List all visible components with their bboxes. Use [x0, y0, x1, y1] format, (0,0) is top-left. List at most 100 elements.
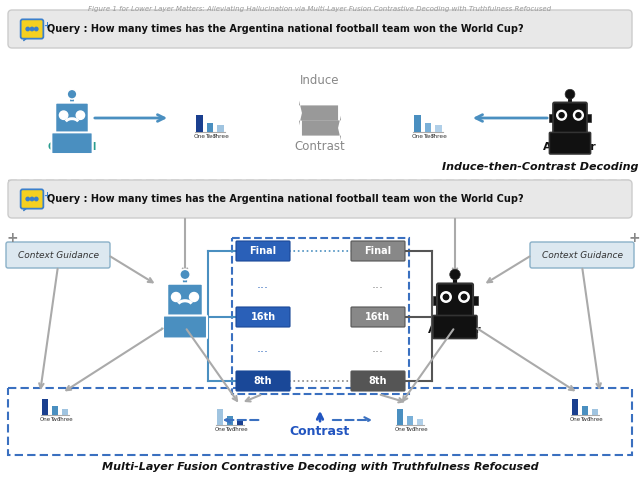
FancyBboxPatch shape — [433, 315, 477, 338]
Text: Query : How many times has the Argentina national football team won the World Cu: Query : How many times has the Argentina… — [47, 194, 524, 204]
Text: One: One — [412, 134, 424, 139]
Bar — [433, 296, 438, 305]
Text: Amateur: Amateur — [428, 325, 482, 335]
Text: +: + — [628, 231, 639, 245]
Circle shape — [557, 110, 566, 120]
Bar — [407, 416, 413, 425]
Text: Three: Three — [212, 134, 229, 139]
FancyBboxPatch shape — [351, 241, 405, 261]
FancyBboxPatch shape — [437, 284, 473, 316]
Text: +: + — [43, 190, 50, 199]
Circle shape — [450, 269, 460, 280]
Text: Two: Two — [225, 427, 235, 432]
FancyBboxPatch shape — [6, 242, 110, 268]
Bar — [472, 296, 477, 305]
Text: Two: Two — [205, 134, 216, 139]
Text: +: + — [43, 20, 50, 29]
Bar — [586, 114, 591, 122]
Circle shape — [559, 113, 564, 118]
Circle shape — [60, 111, 68, 120]
Text: Induce-then-Contrast Decoding: Induce-then-Contrast Decoding — [442, 162, 638, 172]
Bar — [435, 125, 442, 132]
Text: One: One — [395, 427, 406, 432]
Circle shape — [30, 27, 34, 31]
Text: +: + — [6, 231, 18, 245]
Polygon shape — [299, 101, 338, 125]
FancyBboxPatch shape — [167, 284, 203, 316]
FancyBboxPatch shape — [55, 103, 89, 133]
Text: One: One — [40, 417, 51, 422]
Text: Contrast: Contrast — [294, 140, 346, 153]
Circle shape — [30, 197, 34, 201]
Text: Final: Final — [364, 246, 392, 256]
Text: ...: ... — [372, 278, 384, 292]
Text: Two: Two — [422, 134, 433, 139]
Text: Multi-Layer Fusion Contrastive Decoding with Truthfulness Refocused: Multi-Layer Fusion Contrastive Decoding … — [102, 462, 538, 472]
Text: 16th: 16th — [250, 312, 276, 322]
Circle shape — [565, 89, 575, 99]
Bar — [549, 114, 555, 122]
Circle shape — [26, 27, 29, 31]
FancyBboxPatch shape — [236, 241, 290, 261]
Text: One: One — [193, 134, 205, 139]
Text: Context Guidance: Context Guidance — [17, 250, 99, 259]
FancyBboxPatch shape — [8, 180, 632, 218]
Text: Final: Final — [250, 246, 276, 256]
FancyBboxPatch shape — [530, 242, 634, 268]
FancyBboxPatch shape — [51, 132, 93, 154]
FancyBboxPatch shape — [351, 307, 405, 327]
Text: Original: Original — [160, 325, 210, 335]
FancyBboxPatch shape — [351, 371, 405, 391]
Polygon shape — [24, 37, 29, 41]
Circle shape — [461, 294, 467, 300]
Circle shape — [576, 113, 581, 118]
Text: Two: Two — [50, 417, 60, 422]
Text: Three: Three — [430, 134, 447, 139]
Circle shape — [189, 293, 198, 302]
Bar — [572, 399, 579, 415]
Bar — [417, 419, 423, 425]
Circle shape — [76, 111, 84, 120]
Polygon shape — [24, 207, 29, 211]
Bar — [397, 409, 403, 425]
FancyBboxPatch shape — [20, 19, 44, 39]
Text: One: One — [570, 417, 581, 422]
Bar — [217, 409, 223, 425]
Bar — [217, 125, 224, 132]
Circle shape — [444, 294, 449, 300]
Bar — [591, 409, 598, 415]
Text: ...: ... — [257, 278, 269, 292]
Bar — [196, 115, 203, 132]
Text: ...: ... — [257, 343, 269, 356]
FancyBboxPatch shape — [8, 10, 632, 48]
Circle shape — [573, 110, 583, 120]
Bar — [61, 409, 68, 415]
Text: Original: Original — [47, 142, 97, 152]
Bar — [425, 123, 431, 132]
Text: Query : How many times has the Argentina national football team won the World Cu: Query : How many times has the Argentina… — [47, 24, 524, 34]
Circle shape — [35, 27, 38, 31]
Text: Contrast: Contrast — [290, 425, 350, 438]
Text: 8th: 8th — [253, 376, 272, 386]
Bar — [52, 406, 58, 415]
Bar — [237, 419, 243, 425]
Text: Three: Three — [57, 417, 72, 422]
FancyBboxPatch shape — [236, 307, 290, 327]
Circle shape — [26, 197, 29, 201]
Bar — [42, 399, 49, 415]
Text: Two: Two — [580, 417, 590, 422]
Text: Figure 1 for Lower Layer Matters: Alleviating Hallucination via Multi-Layer Fusi: Figure 1 for Lower Layer Matters: Allevi… — [88, 6, 552, 12]
Bar — [582, 406, 588, 415]
Text: Induce: Induce — [300, 74, 340, 87]
Text: Context Guidance: Context Guidance — [541, 250, 623, 259]
Circle shape — [441, 292, 451, 302]
Text: Three: Three — [232, 427, 248, 432]
FancyBboxPatch shape — [236, 371, 290, 391]
Circle shape — [67, 89, 77, 99]
Circle shape — [35, 197, 38, 201]
Circle shape — [459, 292, 469, 302]
FancyBboxPatch shape — [20, 189, 44, 209]
Text: 8th: 8th — [369, 376, 387, 386]
Circle shape — [180, 269, 190, 280]
Text: Three: Three — [587, 417, 602, 422]
